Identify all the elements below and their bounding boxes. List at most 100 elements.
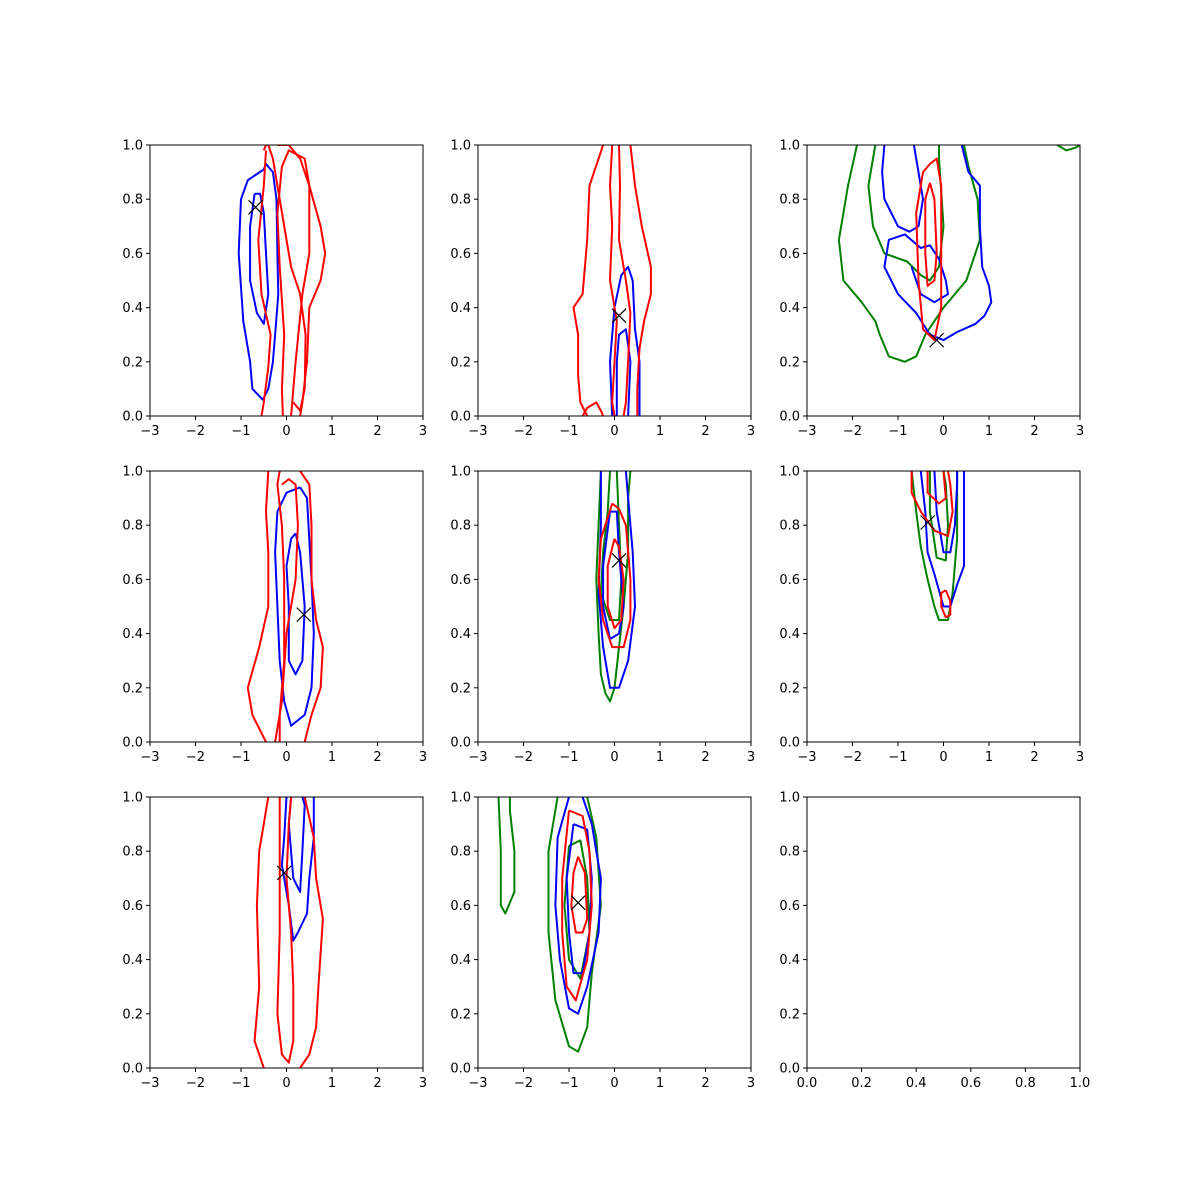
x-tick-label: −3 [797, 750, 816, 765]
contour-line-red [924, 182, 938, 287]
contour-line-green [928, 471, 949, 562]
contour-line-red [276, 797, 295, 1064]
y-tick-label: 0.4 [122, 953, 143, 968]
y-tick-label: 0.4 [450, 627, 471, 642]
x-tick-label: 2 [1030, 424, 1038, 439]
x-tick-label: −2 [186, 750, 205, 765]
contour-line-green [547, 797, 602, 1053]
x-marker [570, 895, 586, 911]
x-tick-label: −1 [231, 424, 250, 439]
y-tick-label: 0.0 [779, 1062, 800, 1077]
y-tick-label: 0.2 [450, 681, 471, 696]
x-tick-label: −3 [468, 750, 487, 765]
y-tick-label: 1.0 [450, 139, 471, 154]
x-tick-label: 0 [282, 750, 290, 765]
x-tick-label: −3 [468, 424, 487, 439]
x-tick-label: 1 [328, 1076, 336, 1091]
y-tick-label: 0.8 [779, 845, 800, 860]
x-tick-label: 1 [985, 750, 993, 765]
x-tick-label: 0.2 [851, 1076, 872, 1091]
plot-area [595, 471, 636, 703]
y-tick-label: 0.6 [122, 573, 143, 588]
x-tick-label: 1 [656, 424, 664, 439]
x-tick-label: 2 [373, 424, 381, 439]
x-marker [296, 607, 312, 623]
x-tick-label: 3 [1076, 750, 1084, 765]
y-tick-label: 0.6 [779, 573, 800, 588]
y-tick-label: 0.2 [122, 355, 143, 370]
y-tick-label: 0.2 [122, 1007, 143, 1022]
y-tick-label: 0.4 [779, 301, 800, 316]
y-tick-label: 0.0 [779, 736, 800, 751]
y-tick-label: 1.0 [122, 139, 143, 154]
x-tick-label: 0 [610, 424, 618, 439]
contour-line-red [561, 809, 593, 1002]
y-tick-label: 0.8 [450, 845, 471, 860]
x-tick-label: 1 [328, 424, 336, 439]
contour-line-red [572, 145, 605, 416]
contour-line-green [910, 471, 959, 621]
x-tick-label: 1 [656, 1076, 664, 1091]
contour-line-red [267, 145, 307, 412]
axes-frame [149, 470, 424, 743]
x-tick-label: 0.8 [1015, 1076, 1036, 1091]
x-tick-label: −3 [140, 424, 159, 439]
y-tick-label: 1.0 [450, 465, 471, 480]
x-tick-label: 3 [419, 750, 427, 765]
y-tick-label: 0.4 [450, 953, 471, 968]
contour-line-red [629, 145, 652, 416]
contour-line-green [497, 797, 516, 915]
x-tick-label: −3 [797, 424, 816, 439]
y-tick-label: 0.0 [450, 410, 471, 425]
x-marker [276, 865, 292, 881]
contour-line-green [867, 145, 945, 282]
y-tick-label: 1.0 [779, 791, 800, 806]
contour-line-blue [615, 328, 632, 416]
x-tick-label: −2 [843, 424, 862, 439]
contour-line-blue [919, 471, 965, 608]
contour-line-blue [554, 797, 602, 1015]
y-tick-label: 0.0 [122, 410, 143, 425]
y-tick-label: 0.2 [450, 355, 471, 370]
contour-line-red [246, 471, 270, 742]
contour-line-blue [237, 163, 280, 401]
x-marker [611, 308, 627, 324]
y-tick-label: 0.8 [450, 193, 471, 208]
contour-line-blue [287, 797, 306, 893]
y-tick-label: 0.6 [122, 899, 143, 914]
contour-line-red [288, 145, 311, 416]
contour-line-green [837, 145, 981, 363]
contour-line-red [940, 589, 952, 619]
x-tick-label: −2 [186, 1076, 205, 1091]
y-tick-label: 0.8 [779, 519, 800, 534]
y-tick-label: 0.8 [122, 519, 143, 534]
y-tick-label: 0.2 [779, 355, 800, 370]
x-tick-label: 2 [373, 1076, 381, 1091]
subplot-5: −3 −2 −1 0 1 2 3 0.0 0.2 0.4 0.6 0.8 1.0 [450, 465, 755, 766]
x-tick-label: 0 [610, 1076, 618, 1091]
plot-area [837, 145, 1080, 363]
contour-line-red [597, 502, 632, 649]
x-tick-label: 0 [939, 424, 947, 439]
x-tick-label: 0 [610, 750, 618, 765]
x-tick-label: −1 [231, 750, 250, 765]
x-tick-label: −1 [559, 750, 578, 765]
contour-line-red [570, 856, 589, 934]
contour-line-blue [609, 265, 641, 416]
contour-line-red [915, 157, 943, 342]
x-tick-label: 0.0 [797, 1076, 818, 1091]
subplot-9: 0.0 0.2 0.4 0.6 0.8 1.0 0.0 0.2 0.4 0.6 0.8 1.0 [779, 791, 1090, 1092]
x-tick-label: −1 [231, 1076, 250, 1091]
x-tick-label: −1 [888, 750, 907, 765]
y-tick-label: 0.4 [779, 953, 800, 968]
x-tick-label: 2 [1030, 750, 1038, 765]
x-tick-label: −3 [140, 1076, 159, 1091]
plot-area [572, 145, 652, 416]
y-tick-label: 0.8 [122, 193, 143, 208]
x-tick-label: −2 [514, 750, 533, 765]
y-tick-label: 1.0 [450, 791, 471, 806]
subplot-4: −3 −2 −1 0 1 2 3 0.0 0.2 0.4 0.6 0.8 1.0 [122, 465, 427, 766]
y-tick-label: 0.6 [450, 573, 471, 588]
x-tick-label: 0.6 [960, 1076, 981, 1091]
